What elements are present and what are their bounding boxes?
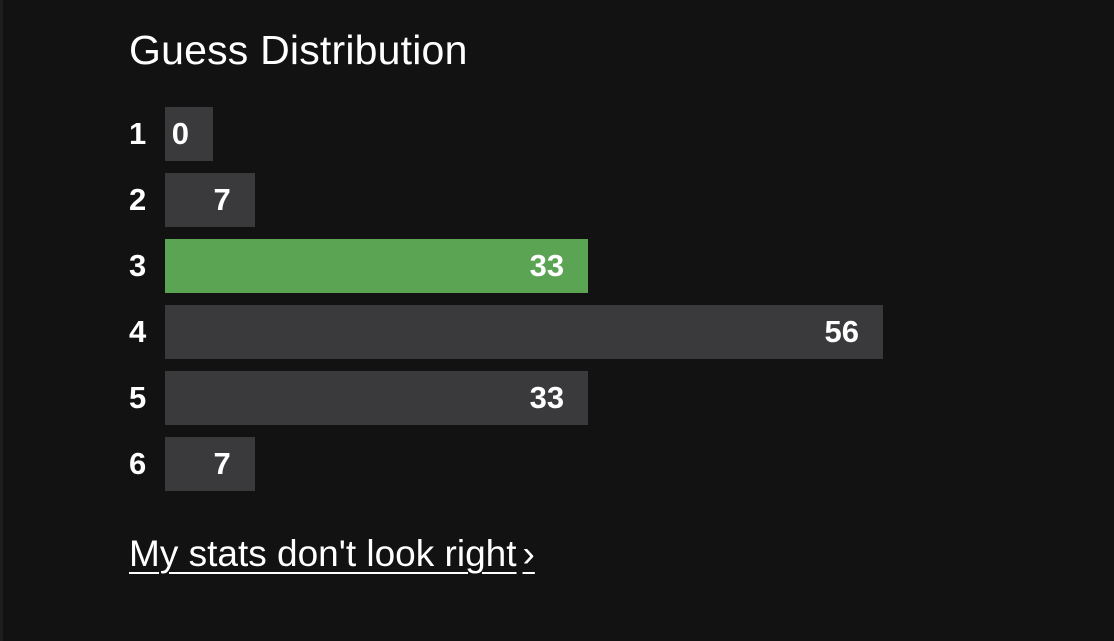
distribution-row-3: 3 33: [129, 239, 1029, 293]
guess-number-label: 3: [129, 248, 147, 283]
bar-count-label: 0: [171, 116, 189, 151]
guess-number-label: 1: [129, 116, 147, 151]
guess-number-label: 6: [129, 446, 147, 481]
distribution-row-5: 5 33: [129, 371, 1029, 425]
distribution-bar-4: 56: [165, 305, 883, 359]
bar-count-label: 7: [213, 446, 231, 481]
page-title: Guess Distribution: [129, 27, 468, 73]
bar-count-label: 7: [213, 182, 231, 217]
bar-count-label: 56: [824, 314, 859, 349]
bar-count-label: 33: [529, 248, 565, 283]
chevron-right-icon: ›: [522, 533, 535, 574]
stats-help-link-label: My stats don't look right: [129, 533, 517, 574]
distribution-bar-6: 7: [165, 437, 255, 491]
guess-number-label: 5: [129, 380, 147, 415]
panel-edge: [0, 0, 3, 641]
distribution-bar-5: 33: [165, 371, 589, 425]
distribution-bar-1: 0: [165, 107, 213, 161]
distribution-bar-3: 33: [165, 239, 589, 293]
bar-count-label: 33: [529, 380, 565, 415]
guess-number-label: 2: [129, 182, 147, 217]
guess-distribution-chart: 1 0 2 7 3 33 4 56 5 33 6 7: [129, 107, 1029, 491]
guess-number-label: 4: [129, 314, 147, 349]
stats-help-link[interactable]: My stats don't look right ›: [129, 530, 535, 578]
distribution-bar-2: 7: [165, 173, 255, 227]
distribution-row-4: 4 56: [129, 305, 1029, 359]
